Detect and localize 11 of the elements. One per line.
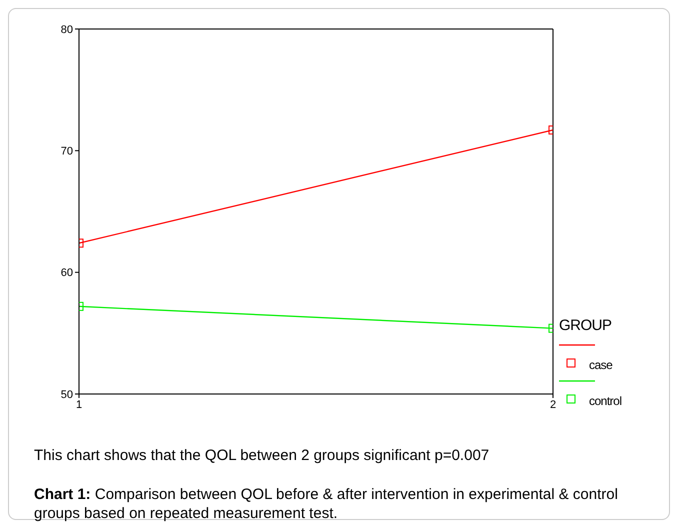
x-tick-label: 2 (550, 398, 556, 411)
caption: Chart 1: Comparison between QOL before & after intervention in experimental & control groups based on repeated measurement test. (34, 485, 619, 523)
y-tick-label: 60 (60, 267, 73, 280)
legend-label: control (589, 394, 623, 408)
y-tick-label: 70 (60, 146, 73, 158)
x-tick-label: 1 (76, 398, 82, 411)
legend-title: GROUP (559, 317, 613, 334)
y-tick-label: 50 (60, 388, 73, 401)
legend-label: case (589, 358, 614, 372)
y-tick-label: 80 (60, 24, 73, 36)
text: This chart shows that the QOL between 2 groups significant p=0.007 (34, 447, 490, 464)
